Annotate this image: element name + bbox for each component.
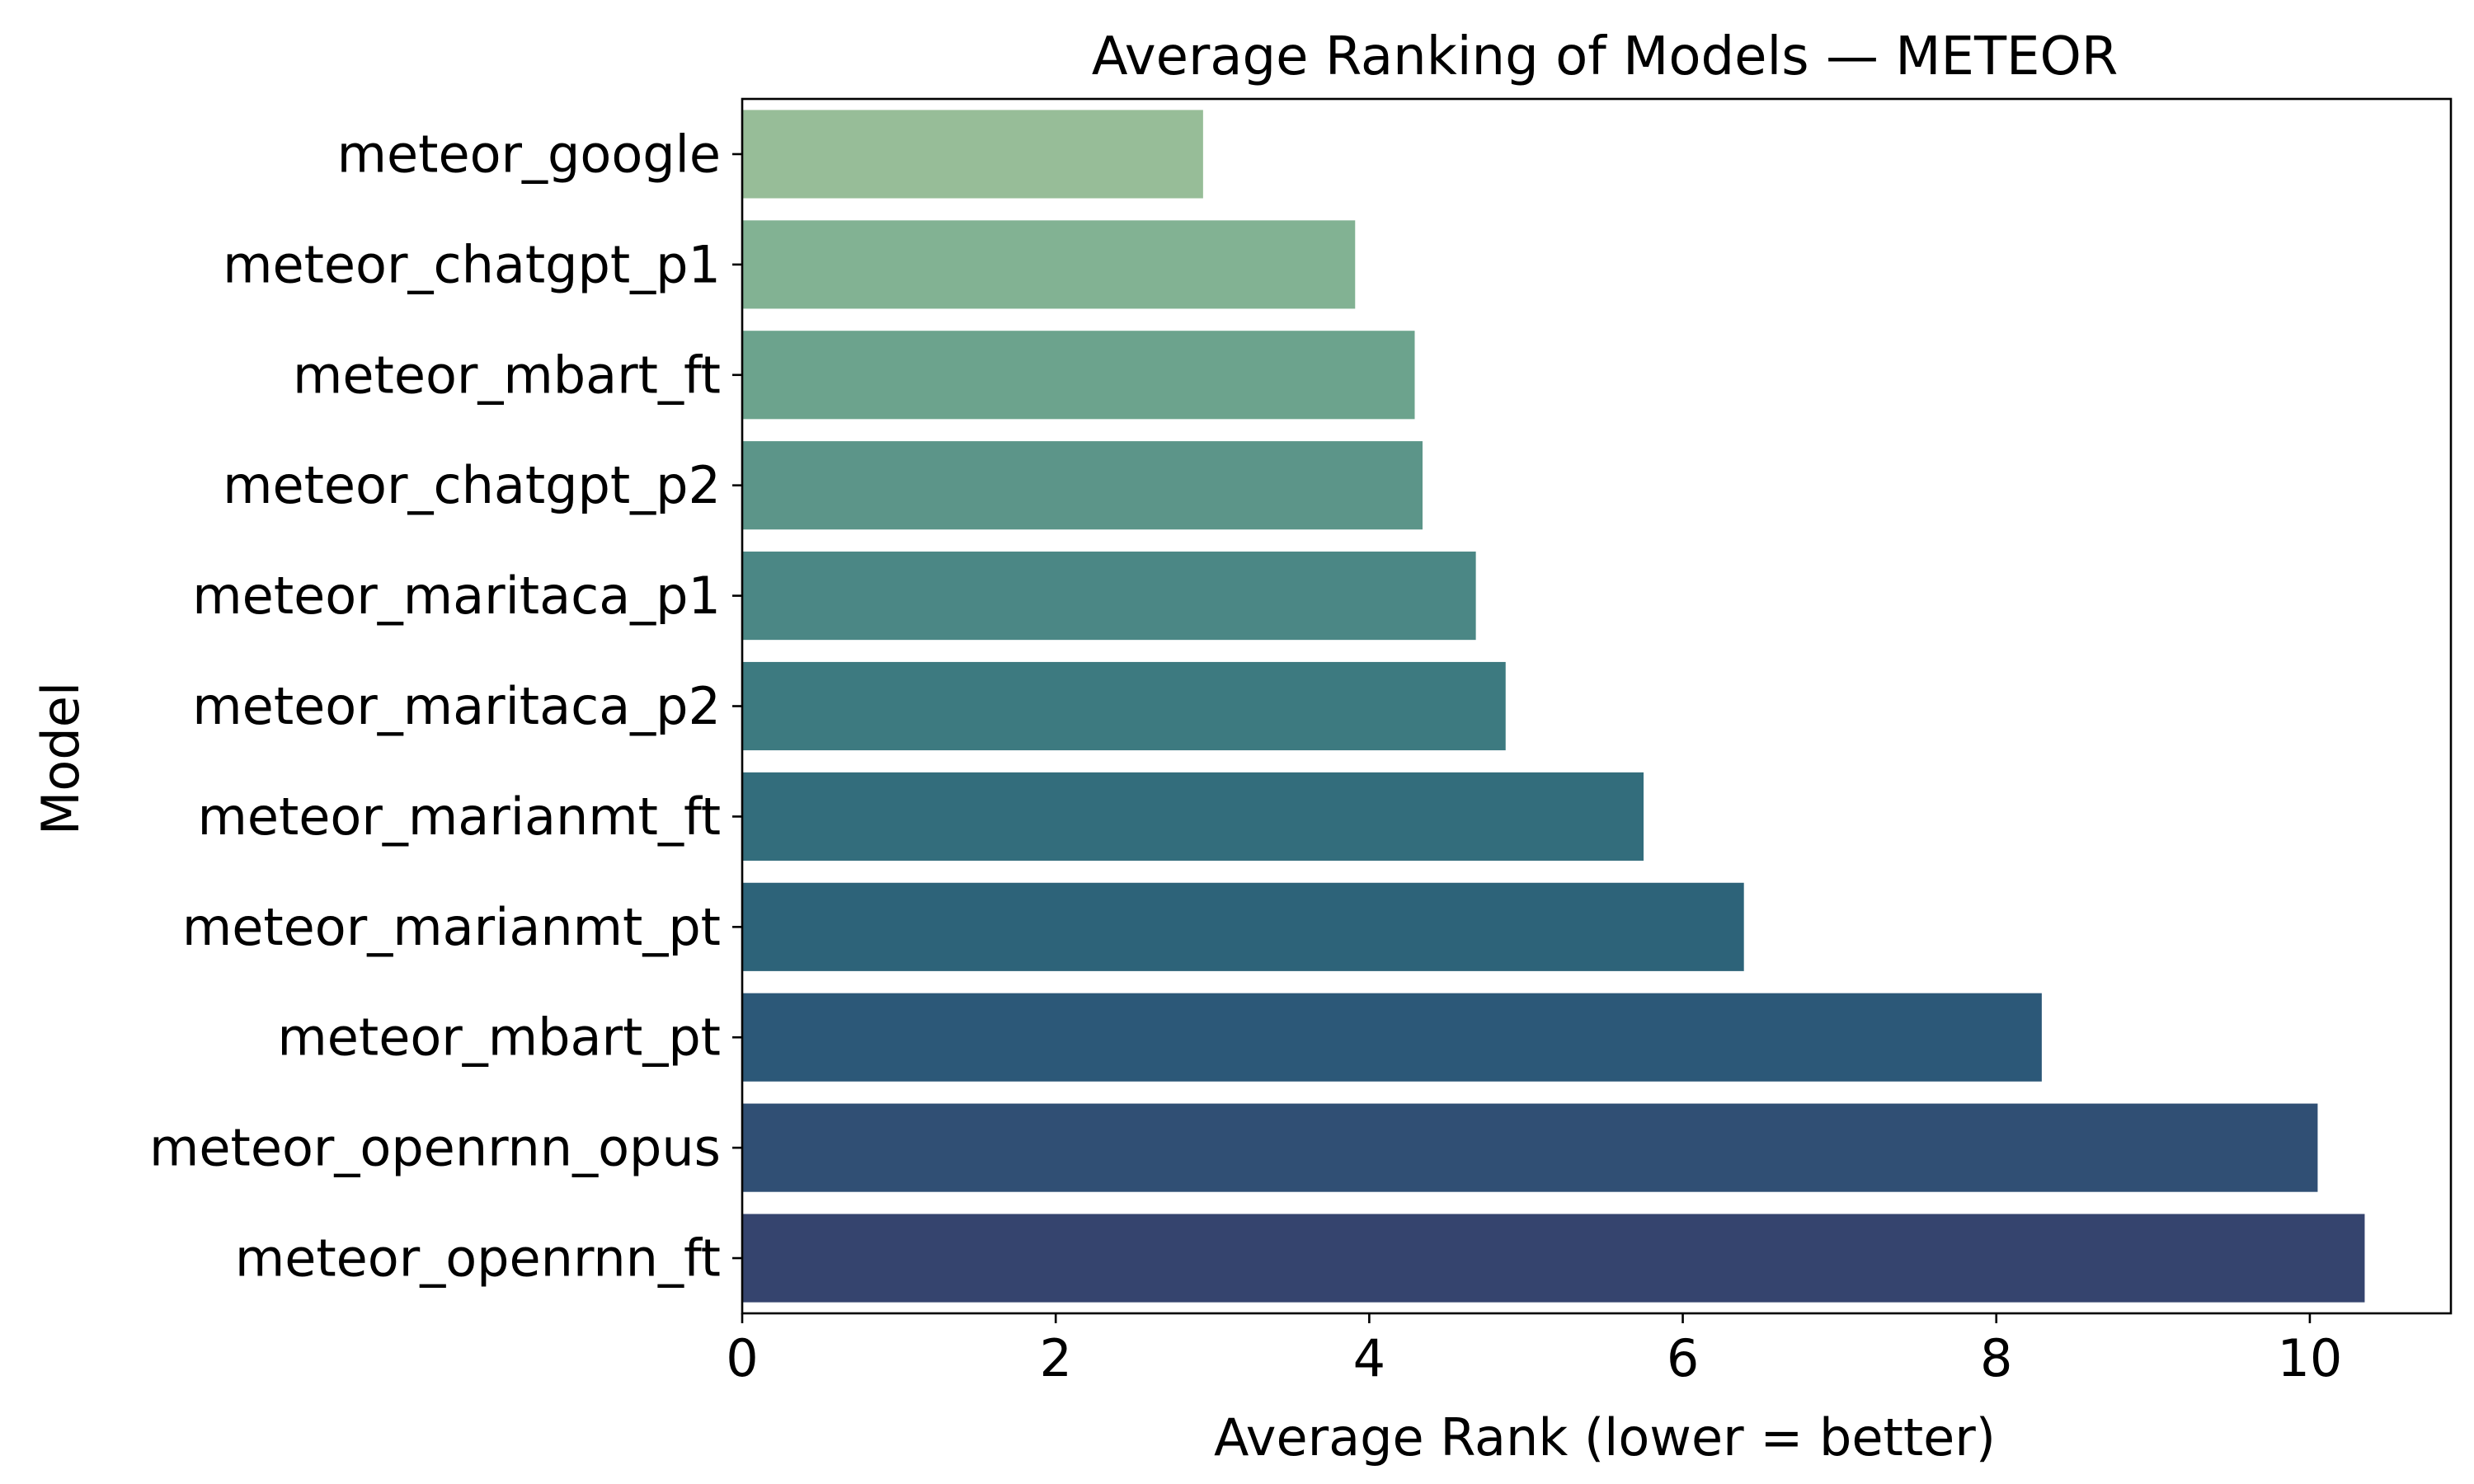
x-axis-ticks: 0 2 4 6 8 10 bbox=[726, 1313, 2342, 1388]
y-tick-label: meteor_openrnn_opus bbox=[149, 1118, 721, 1178]
plot-frame bbox=[741, 97, 2453, 1315]
y-axis-ticks: meteor_google meteor_chatgpt_p1 meteor_mba… bbox=[149, 124, 742, 1289]
x-tick-label: 4 bbox=[1353, 1328, 1385, 1388]
y-tick-label: meteor_chatgpt_p1 bbox=[223, 234, 721, 294]
y-tick-label: meteor_marianmt_ft bbox=[197, 787, 721, 847]
bars-group bbox=[742, 110, 2365, 1303]
bar-meteor_marianmt_ft bbox=[742, 772, 1644, 861]
bar-meteor_maritaca_p2 bbox=[742, 661, 1506, 751]
bar-meteor_openrnn_opus bbox=[742, 1103, 2318, 1192]
y-axis-title: Model bbox=[31, 682, 91, 835]
bar-meteor_chatgpt_p1 bbox=[742, 220, 1356, 309]
x-tick-label: 8 bbox=[1980, 1328, 2012, 1388]
y-tick-label: meteor_chatgpt_p2 bbox=[223, 455, 721, 515]
x-tick-label: 0 bbox=[726, 1328, 758, 1388]
y-tick-label: meteor_marianmt_pt bbox=[182, 897, 721, 957]
y-tick-label: meteor_google bbox=[337, 124, 721, 184]
bar-meteor_openrnn_ft bbox=[742, 1214, 2365, 1303]
y-tick-label: meteor_mbart_pt bbox=[277, 1007, 721, 1068]
bar-meteor_maritaca_p1 bbox=[742, 552, 1476, 641]
bar-meteor_google bbox=[742, 110, 1203, 199]
x-axis-title: Average Rank (lower = better) bbox=[1214, 1407, 1996, 1468]
y-tick-label: meteor_mbart_ft bbox=[293, 345, 721, 405]
y-tick-label: meteor_maritaca_p2 bbox=[192, 676, 721, 736]
x-tick-label: 10 bbox=[2277, 1328, 2342, 1388]
bar-meteor_mbart_pt bbox=[742, 993, 2042, 1082]
bar-meteor_chatgpt_p2 bbox=[742, 441, 1423, 530]
bar-meteor_mbart_ft bbox=[742, 331, 1415, 420]
bar-meteor_marianmt_pt bbox=[742, 882, 1744, 971]
x-tick-label: 2 bbox=[1039, 1328, 1071, 1388]
y-tick-label: meteor_openrnn_ft bbox=[235, 1228, 721, 1289]
chart-title: Average Ranking of Models — METEOR bbox=[1092, 26, 2119, 87]
y-tick-label: meteor_maritaca_p1 bbox=[192, 566, 721, 626]
x-tick-label: 6 bbox=[1667, 1328, 1699, 1388]
